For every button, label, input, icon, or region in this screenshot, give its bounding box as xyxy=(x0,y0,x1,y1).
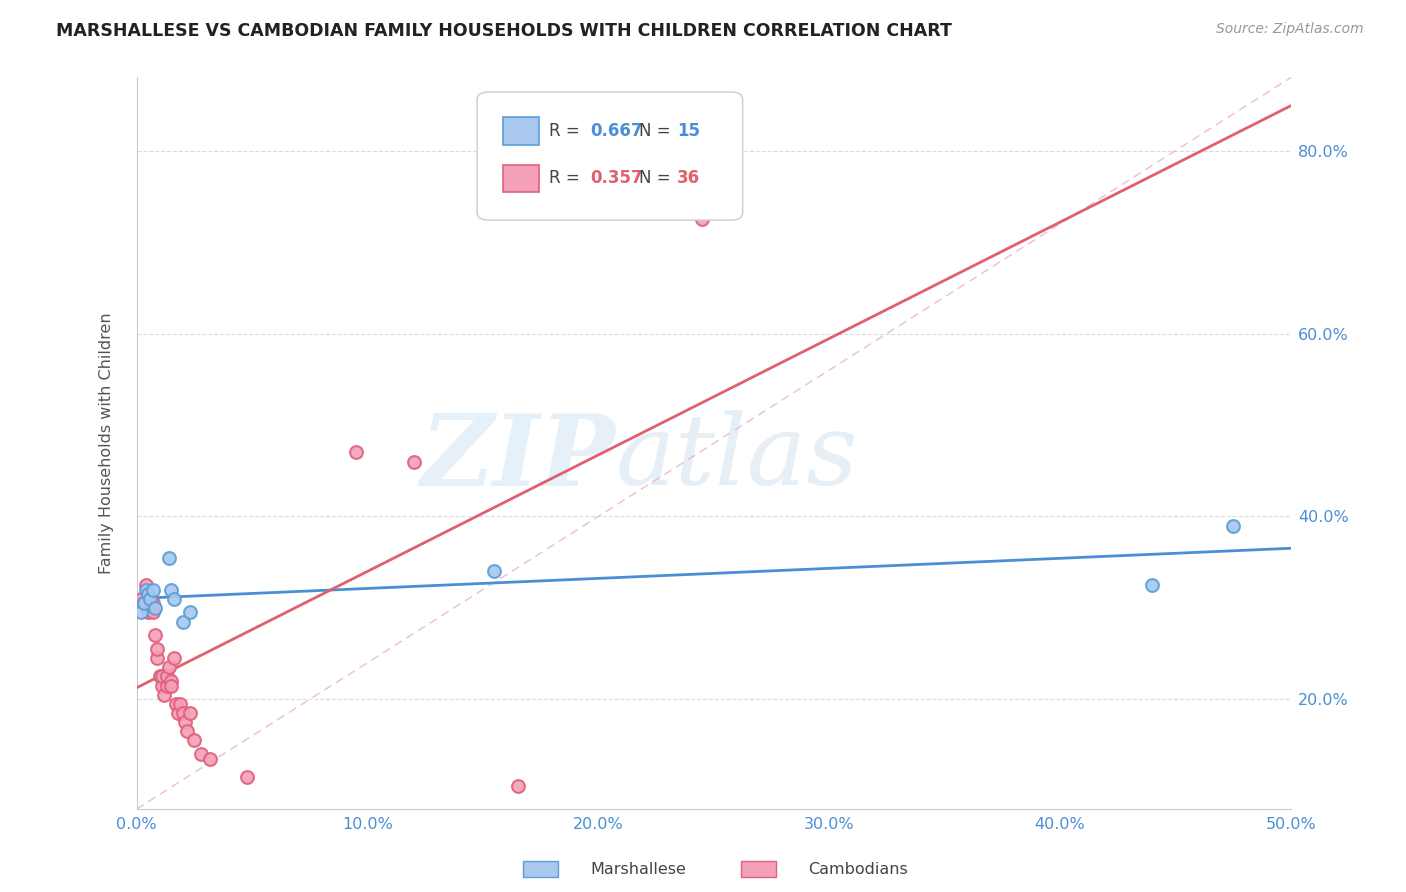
Point xyxy=(174,715,197,730)
Point xyxy=(179,606,201,620)
Point xyxy=(172,706,194,720)
Point xyxy=(506,779,529,793)
Point xyxy=(135,578,157,592)
Point xyxy=(142,606,165,620)
Text: MARSHALLESE VS CAMBODIAN FAMILY HOUSEHOLDS WITH CHILDREN CORRELATION CHART: MARSHALLESE VS CAMBODIAN FAMILY HOUSEHOL… xyxy=(56,22,952,40)
Point xyxy=(157,550,180,565)
Point xyxy=(484,564,506,578)
Point xyxy=(344,445,367,459)
FancyBboxPatch shape xyxy=(502,164,540,193)
Point xyxy=(162,591,184,606)
Point xyxy=(142,596,165,610)
Point xyxy=(160,673,183,688)
Point xyxy=(153,688,176,702)
Point xyxy=(690,212,713,227)
Point xyxy=(183,733,205,747)
Point xyxy=(129,591,152,606)
Point xyxy=(172,615,194,629)
Point xyxy=(129,606,152,620)
Point xyxy=(1222,518,1244,533)
Point xyxy=(169,697,191,711)
Point xyxy=(165,697,187,711)
Point xyxy=(149,669,172,683)
Point xyxy=(143,628,166,642)
Point xyxy=(136,606,159,620)
Point xyxy=(155,679,177,693)
Point xyxy=(142,582,165,597)
Text: ZIP: ZIP xyxy=(420,409,616,506)
Text: Cambodians: Cambodians xyxy=(808,863,908,877)
Text: N =: N = xyxy=(638,169,676,187)
Point xyxy=(150,669,173,683)
Text: Marshallese: Marshallese xyxy=(591,863,686,877)
Point xyxy=(146,642,169,657)
Text: 0.667: 0.667 xyxy=(591,122,643,140)
Text: Source: ZipAtlas.com: Source: ZipAtlas.com xyxy=(1216,22,1364,37)
Point xyxy=(146,651,169,665)
Point xyxy=(150,679,173,693)
Y-axis label: Family Households with Children: Family Households with Children xyxy=(100,312,114,574)
Point xyxy=(136,587,159,601)
Point xyxy=(136,587,159,601)
Point xyxy=(139,591,162,606)
Point xyxy=(402,454,425,468)
Point xyxy=(132,596,155,610)
Point xyxy=(157,660,180,674)
Text: 0.357: 0.357 xyxy=(591,169,643,187)
Point xyxy=(160,679,183,693)
FancyBboxPatch shape xyxy=(502,117,540,145)
Point xyxy=(176,724,198,739)
FancyBboxPatch shape xyxy=(477,92,742,220)
Text: atlas: atlas xyxy=(616,410,859,506)
Point xyxy=(160,582,183,597)
Text: 15: 15 xyxy=(676,122,700,140)
Point xyxy=(155,669,177,683)
Point xyxy=(200,752,222,766)
Text: 36: 36 xyxy=(676,169,700,187)
Text: R =: R = xyxy=(548,122,585,140)
Point xyxy=(132,596,155,610)
Point xyxy=(139,591,162,606)
Point xyxy=(143,600,166,615)
Point xyxy=(135,582,157,597)
Point xyxy=(162,651,184,665)
Text: N =: N = xyxy=(638,122,676,140)
Point xyxy=(1142,578,1164,592)
Point xyxy=(236,770,259,784)
Point xyxy=(167,706,190,720)
Point xyxy=(179,706,201,720)
Point xyxy=(190,747,212,762)
Text: R =: R = xyxy=(548,169,585,187)
